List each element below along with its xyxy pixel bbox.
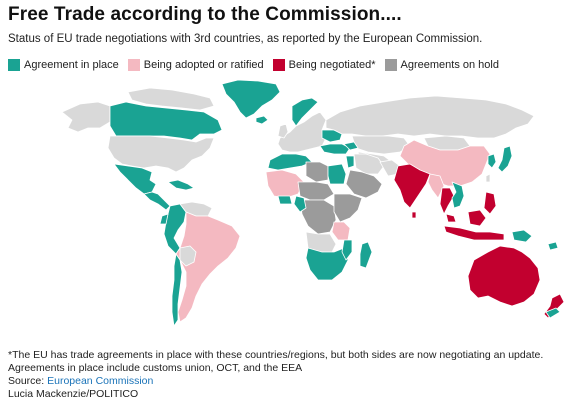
map-title: Free Trade according to the Commission..… [8,4,402,25]
region-cameroon [293,195,307,213]
region-russia [325,95,535,139]
footnote-credit: Lucia Mackenzie/POLITICO [8,388,139,400]
legend-label-on-hold: Agreements on hold [400,59,499,71]
region-new-caledonia [545,307,561,319]
region-vietnam [451,181,465,209]
region-mozambique [341,239,353,261]
region-sri-lanka [411,211,417,219]
region-caucasus [343,141,359,151]
region-australia [467,245,541,307]
region-iceland [255,115,269,125]
region-usa [107,135,215,173]
region-chile [171,253,183,327]
legend-swatch-on-hold [384,59,397,71]
region-indonesia [443,225,505,241]
legend-item-being-negotiated: Being negotiated* [272,59,376,71]
map-subtitle: Status of EU trade negotiations with 3rd… [8,33,483,45]
region-kazakhstan [351,135,411,155]
region-gulf-states [345,169,383,199]
region-ecuador [159,213,169,225]
region-arctic-islands [127,87,215,111]
region-norway [291,97,319,127]
source-prefix: Source: [8,375,48,387]
region-myanmar [427,173,445,199]
world-map [0,76,584,346]
region-sadc [305,247,349,281]
region-mercosur [175,211,241,323]
region-iran [353,153,385,175]
region-central-america [143,191,171,211]
region-egypt [327,163,347,185]
region-papua-new-guinea [511,229,533,243]
region-turkey [319,143,351,155]
region-greenland [221,79,281,119]
region-borneo [467,209,487,227]
legend-swatch-being-adopted [127,59,140,71]
legend-label-being-negotiated: Being negotiated* [288,59,376,71]
legend-item-being-adopted: Being adopted or ratified [127,59,264,71]
region-uk [277,123,289,139]
region-alaska [61,101,111,133]
region-caribbean [167,179,195,191]
map-legend: Agreement in place Being adopted or rati… [8,57,508,73]
map-footnote: *The EU has trade agreements in place wi… [8,349,543,401]
region-sahel [297,181,335,201]
region-japan [497,145,513,173]
legend-label-agreement-in-place: Agreement in place [24,59,119,71]
region-maghreb [267,153,313,171]
legend-swatch-being-negotiated [272,59,285,71]
footnote-agreements-note: Agreements in place include customs unio… [8,362,303,374]
footnote-asterisk-note: *The EU has trade agreements in place wi… [8,349,544,361]
region-taiwan [485,173,491,183]
region-madagascar [359,241,373,269]
legend-item-on-hold: Agreements on hold [384,59,499,71]
region-philippines [483,191,497,215]
legend-item-agreement-in-place: Agreement in place [8,59,119,71]
source-link[interactable]: European Commission [47,375,154,387]
region-eac [331,221,351,241]
legend-swatch-agreement-in-place [8,59,20,71]
footnote-source: Source: European Commission [8,375,543,388]
region-west-africa [265,169,305,199]
region-east-africa [333,193,363,223]
world-map-svg [61,79,565,327]
region-india [393,163,431,209]
legend-label-being-adopted: Being adopted or ratified [143,59,264,71]
region-korea [487,153,497,169]
region-libya [305,161,329,183]
region-mexico [113,163,157,195]
region-thailand [439,187,455,215]
region-levant [345,155,355,169]
region-pacific-islands [547,241,559,251]
region-malaysia [445,213,457,223]
region-ivory-coast-ghana [277,195,293,205]
